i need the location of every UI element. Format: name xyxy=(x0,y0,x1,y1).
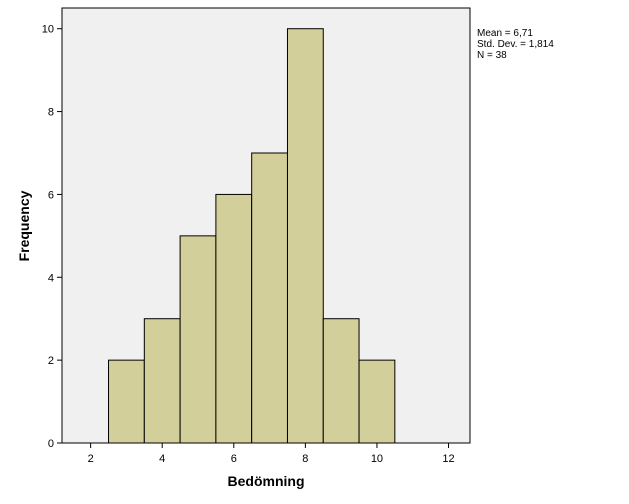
y-tick-label: 10 xyxy=(42,24,54,36)
statistics-legend: Mean = 6,71 Std. Dev. = 1,814 N = 38 xyxy=(477,28,554,61)
histogram-bar xyxy=(358,359,396,444)
stat-std-dev: Std. Dev. = 1,814 xyxy=(477,39,554,50)
stat-mean: Mean = 6,71 xyxy=(477,28,533,39)
x-tick-label: 4 xyxy=(159,453,165,465)
x-axis-title: Bedömning xyxy=(228,473,305,489)
y-tick-label: 0 xyxy=(48,438,54,450)
y-tick-label: 2 xyxy=(48,355,54,367)
histogram-bar xyxy=(286,28,324,444)
histogram-bar xyxy=(179,235,217,444)
histogram-bar xyxy=(322,318,360,444)
y-tick-label: 4 xyxy=(48,272,54,284)
x-tick-label: 12 xyxy=(442,453,454,465)
y-tick-label: 8 xyxy=(48,107,54,119)
histogram-bar xyxy=(251,152,288,444)
x-axis-ticks: 2 4 6 8 10 12 xyxy=(88,443,455,465)
bars-group xyxy=(108,28,396,444)
y-axis-title: Frequency xyxy=(16,190,32,261)
x-tick-label: 2 xyxy=(88,453,94,465)
stat-n: N = 38 xyxy=(477,50,507,61)
histogram-bar xyxy=(143,318,181,444)
x-tick-label: 6 xyxy=(231,453,237,465)
histogram-bar xyxy=(215,193,253,444)
x-tick-label: 8 xyxy=(302,453,308,465)
y-axis-ticks: 0 2 4 6 8 10 xyxy=(42,24,62,450)
x-tick-label: 10 xyxy=(371,453,383,465)
histogram-bar xyxy=(108,359,145,444)
y-tick-label: 6 xyxy=(48,189,54,201)
